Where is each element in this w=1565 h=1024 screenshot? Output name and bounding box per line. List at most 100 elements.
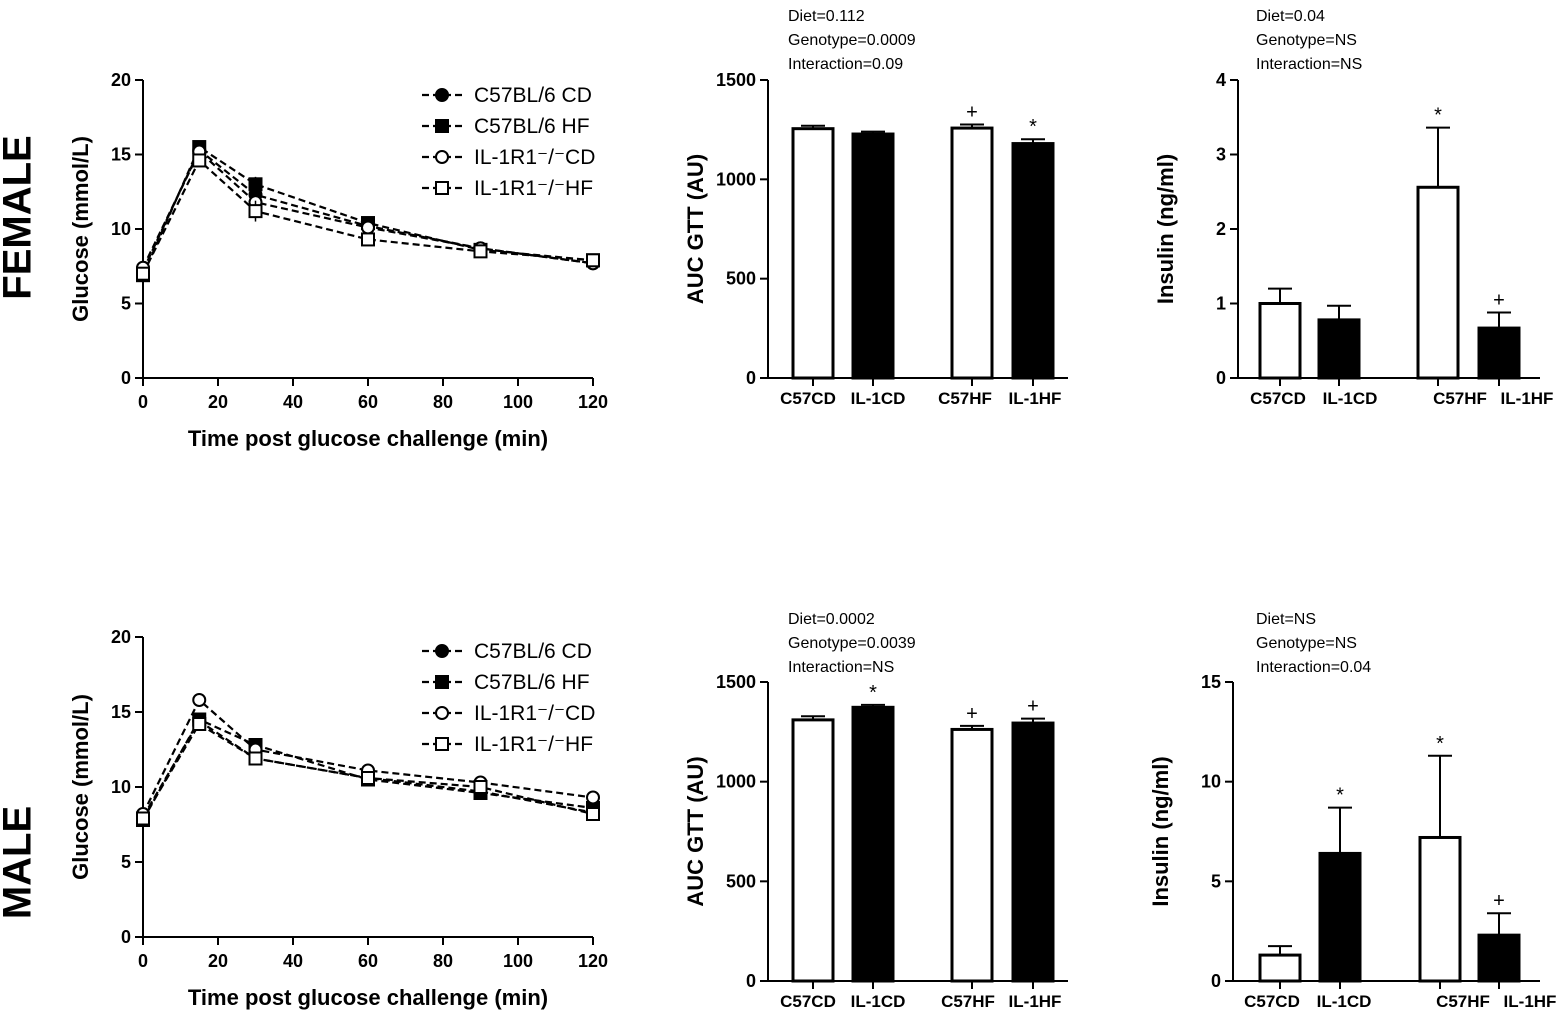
significance-mark: + — [966, 703, 978, 725]
x-tick-label: 100 — [503, 951, 533, 971]
significance-mark: + — [966, 102, 978, 124]
data-point — [136, 811, 150, 826]
y-tick-label: 0 — [121, 368, 131, 388]
category-label: C57CD — [1250, 389, 1306, 408]
significance-mark: * — [1029, 116, 1037, 138]
data-point — [473, 780, 488, 794]
significance-mark: * — [869, 682, 877, 704]
data-point — [192, 153, 207, 168]
data-point — [248, 204, 263, 219]
category-label: IL-1HF — [1504, 992, 1557, 1011]
bar — [1416, 185, 1460, 380]
significance-mark: * — [1436, 733, 1444, 755]
y-tick-label: 0 — [1216, 368, 1226, 388]
y-tick-label: 15 — [111, 702, 131, 722]
y-tick-label: 500 — [726, 871, 756, 891]
y-tick-label: 5 — [1211, 871, 1221, 891]
data-point — [361, 220, 375, 235]
bar — [791, 718, 835, 983]
legend-marker — [435, 150, 449, 164]
stats-male-auc: Diet=0.0002 Genotype=0.0039 Interaction=… — [788, 608, 916, 680]
data-point — [192, 717, 207, 731]
legend-label: C57BL/6 CD — [474, 640, 592, 663]
category-label: C57CD — [780, 992, 836, 1011]
stat-interaction: Interaction=NS — [788, 659, 895, 676]
y-tick-label: 500 — [726, 269, 756, 289]
legend-marker — [435, 644, 449, 658]
y-axis-label: AUC GTT (AU) — [683, 756, 708, 906]
legend-marker — [435, 119, 449, 133]
bar — [1258, 302, 1302, 380]
y-tick-label: 1500 — [716, 70, 756, 90]
legend-marker — [435, 706, 449, 720]
y-tick-label: 1000 — [716, 772, 756, 792]
bar — [851, 705, 895, 983]
x-tick-label: 40 — [283, 951, 303, 971]
category-label: C57CD — [780, 389, 836, 408]
legend-marker — [435, 88, 449, 102]
category-label: C57HF — [1433, 389, 1487, 408]
bar — [791, 127, 835, 380]
bar — [851, 132, 895, 380]
y-tick-label: 5 — [121, 852, 131, 872]
stat-diet: Diet=0.0002 — [788, 611, 875, 628]
data-point — [192, 693, 207, 707]
y-axis-label: Insulin (ng/ml) — [1148, 756, 1173, 906]
x-tick-label: 0 — [138, 951, 148, 971]
stat-interaction: Interaction=NS — [1256, 56, 1363, 73]
stat-interaction: Interaction=0.04 — [1256, 659, 1372, 676]
category-label: IL-1CD — [1323, 389, 1378, 408]
legend-label: C57BL/6 HF — [474, 671, 590, 694]
y-tick-label: 1500 — [716, 672, 756, 692]
category-label: IL-1CD — [851, 992, 906, 1011]
stats-male-insulin: Diet=NS Genotype=NS Interaction=0.04 — [1256, 608, 1371, 680]
bar — [1258, 953, 1302, 983]
y-tick-label: 0 — [121, 927, 131, 947]
legend-label: C57BL/6 CD — [474, 84, 592, 107]
x-tick-label: 120 — [578, 392, 608, 412]
stat-genotype: Genotype=0.0039 — [788, 635, 916, 652]
y-tick-label: 0 — [746, 971, 756, 991]
stat-diet: Diet=0.04 — [1256, 8, 1325, 25]
legend-marker — [435, 181, 449, 195]
data-point — [586, 790, 600, 805]
stat-diet: Diet=0.112 — [788, 8, 865, 25]
y-tick-label: 15 — [1201, 672, 1221, 692]
bar — [1418, 835, 1462, 983]
category-label: IL-1HF — [1501, 389, 1554, 408]
stats-female-insulin: Diet=0.04 Genotype=NS Interaction=NS — [1256, 5, 1362, 77]
series-line — [142, 698, 594, 815]
series-line — [142, 718, 594, 821]
x-axis-label: Time post glucose challenge (min) — [188, 985, 548, 1010]
bar — [950, 727, 994, 983]
category-label: IL-1CD — [851, 389, 906, 408]
category-label: IL-1HF — [1009, 389, 1062, 408]
category-label: C57CD — [1244, 992, 1300, 1011]
x-axis-label: Time post glucose challenge (min) — [188, 426, 548, 451]
y-tick-label: 0 — [746, 368, 756, 388]
data-point — [473, 244, 488, 259]
bar — [1011, 142, 1055, 380]
x-tick-label: 20 — [208, 951, 228, 971]
x-tick-label: 0 — [138, 392, 148, 412]
legend-label: IL-1R1⁻/⁻CD — [474, 702, 595, 725]
x-tick-label: 120 — [578, 951, 608, 971]
y-tick-label: 10 — [1201, 772, 1221, 792]
category-label: IL-1HF — [1009, 992, 1062, 1011]
x-tick-label: 20 — [208, 392, 228, 412]
category-label: C57HF — [1436, 992, 1490, 1011]
y-axis-label: Glucose (mmol/L) — [68, 136, 93, 322]
y-tick-label: 5 — [121, 294, 131, 314]
bar — [950, 126, 994, 380]
y-tick-label: 4 — [1216, 70, 1226, 90]
x-tick-label: 100 — [503, 392, 533, 412]
bar — [1477, 326, 1521, 380]
data-point — [586, 253, 600, 268]
significance-mark: + — [1493, 289, 1505, 311]
legend-label: IL-1R1⁻/⁻CD — [474, 146, 595, 169]
legend-label: IL-1R1⁻/⁻HF — [474, 177, 593, 200]
significance-mark: * — [1434, 105, 1442, 127]
data-point — [361, 771, 375, 785]
bar — [1318, 851, 1362, 983]
